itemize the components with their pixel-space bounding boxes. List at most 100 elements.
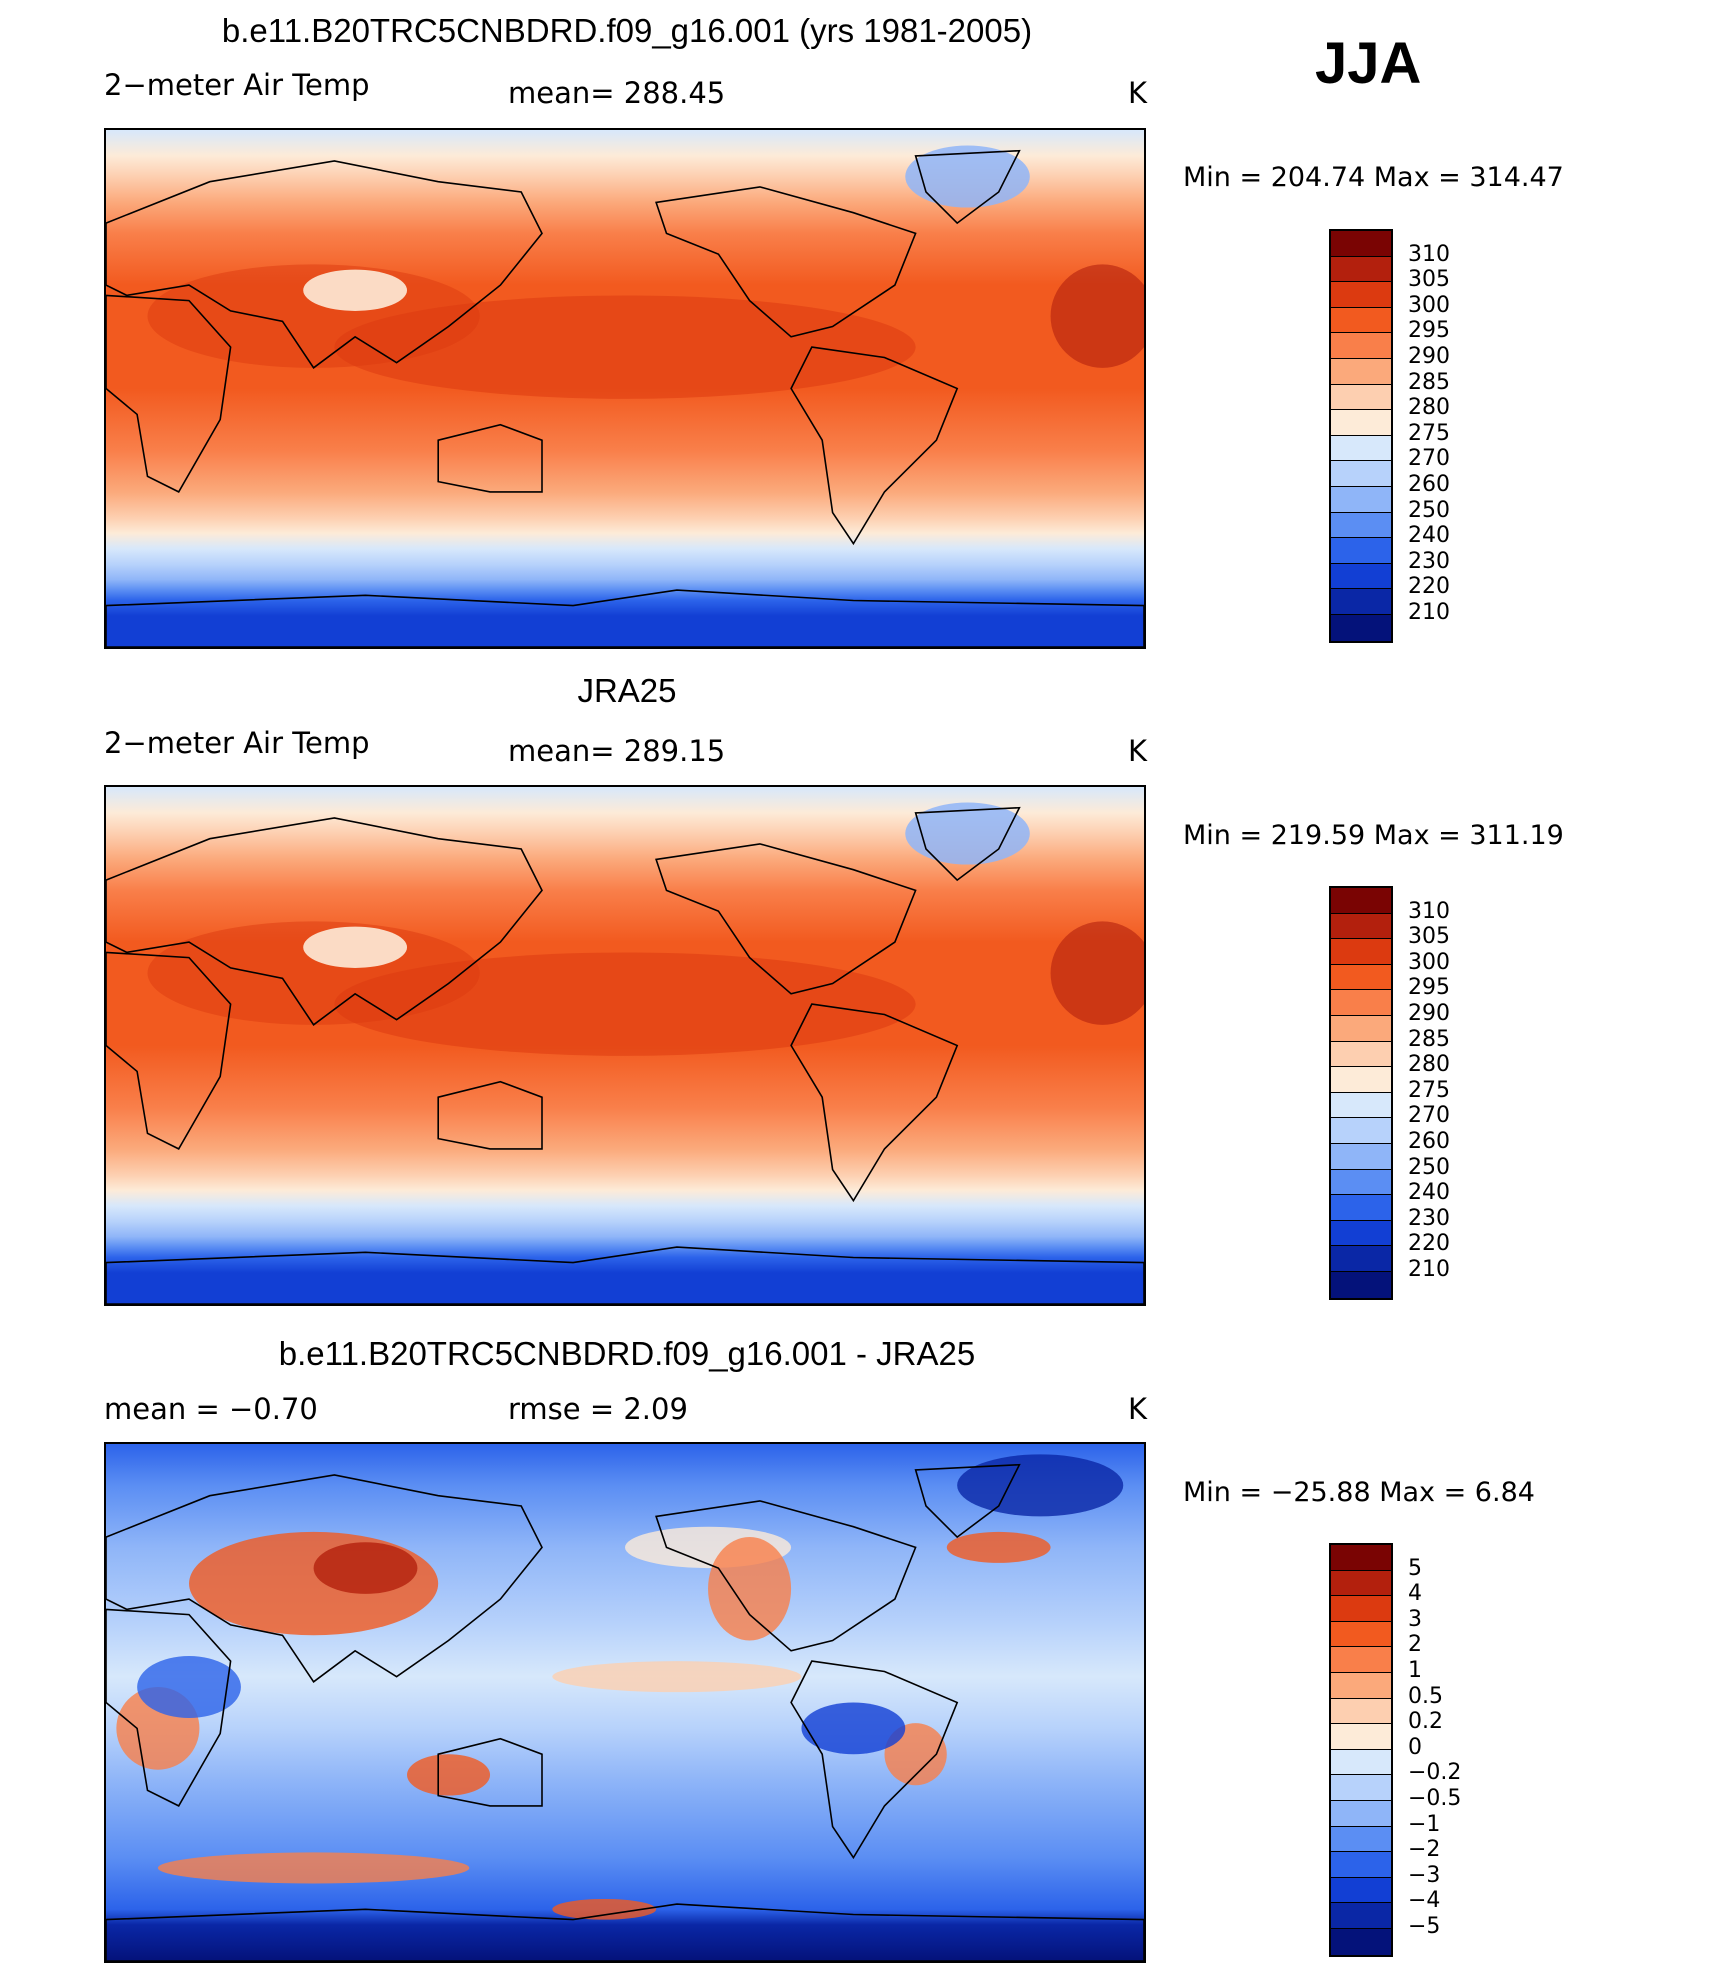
panel-2-variable-label: 2−meter Air Temp: [104, 726, 370, 760]
colorbar-tick-label: −4: [1408, 1888, 1441, 1914]
coastline: [790, 1660, 959, 1860]
colorbar-segment: [1331, 1903, 1391, 1929]
colorbar-tick-label: 220: [1408, 1231, 1450, 1257]
panel-1-variable-label: 2−meter Air Temp: [104, 68, 370, 102]
colorbar-tick-label: 210: [1408, 1257, 1450, 1282]
colorbar-tick-label: 230: [1408, 548, 1450, 574]
colorbar-segment: [1331, 1928, 1391, 1955]
coastline: [914, 806, 1021, 882]
panel-3-rmse-label: rmse = 2.09: [508, 1392, 688, 1426]
colorbar-segment: [1331, 1621, 1391, 1648]
colorbar-segment: [1331, 1852, 1391, 1878]
colorbar-segment: [1331, 913, 1391, 940]
colorbar-tick-label: −3: [1408, 1862, 1441, 1888]
colorbar-tick-label: −2: [1408, 1837, 1441, 1863]
colorbar-segment: [1331, 1749, 1391, 1776]
colorbar-segment: [1331, 1246, 1391, 1272]
colorbar-segment: [1331, 1724, 1391, 1750]
colorbar-segment: [1331, 1545, 1391, 1571]
colorbar-tick-label: 300: [1408, 292, 1450, 318]
colorbar-segment: [1331, 1775, 1391, 1801]
colorbar-tick-label: −0.5: [1408, 1786, 1462, 1811]
colorbar-segment: [1331, 1672, 1391, 1699]
colorbar-segment: [1331, 1092, 1391, 1119]
colorbar-segment: [1331, 256, 1391, 283]
coastline: [106, 160, 543, 369]
colorbar-segment: [1331, 512, 1391, 539]
colorbar-segment: [1331, 1195, 1391, 1221]
coastline: [914, 149, 1021, 225]
colorbar-tick-label: 300: [1408, 949, 1450, 975]
panel-1-map-field: [106, 130, 1144, 647]
colorbar-segment: [1331, 538, 1391, 564]
colorbar-tick-label: 295: [1408, 975, 1450, 1001]
colorbar-tick-label: 250: [1408, 497, 1450, 523]
colorbar-tick-label: 210: [1408, 600, 1450, 625]
coastline: [655, 186, 917, 338]
coastline: [106, 589, 1144, 647]
colorbar-tick-label: 280: [1408, 1052, 1450, 1078]
colorbar-segment: [1331, 1143, 1391, 1170]
colorbar-segment: [1331, 589, 1391, 615]
colorbar-tick-label: −5: [1408, 1914, 1441, 1939]
panel-2-colorbar: [1329, 886, 1393, 1300]
season-label: JJA: [1315, 31, 1422, 96]
colorbar-tick-label: 295: [1408, 318, 1450, 344]
coastline: [106, 1474, 543, 1683]
panel-3-mean-label: mean = −0.70: [104, 1392, 318, 1426]
panel-3-map: [104, 1442, 1146, 1963]
colorbar-segment: [1331, 282, 1391, 308]
coastline: [106, 951, 232, 1150]
coastline: [106, 817, 543, 1026]
colorbar-tick-label: 275: [1408, 1077, 1450, 1103]
coastline: [437, 1737, 543, 1807]
colorbar-segment: [1331, 1800, 1391, 1827]
panel-3-title: b.e11.B20TRC5CNBDRD.f09_g16.001 - JRA25: [278, 1335, 976, 1372]
colorbar-tick-label: 0: [1408, 1734, 1422, 1760]
panel-2-minmax: Min = 219.59 Max = 311.19: [1183, 820, 1564, 851]
colorbar-tick-label: 280: [1408, 395, 1450, 421]
panel-2-mean-label: mean= 289.15: [508, 734, 726, 768]
colorbar-tick-label: −1: [1408, 1811, 1441, 1837]
colorbar-segment: [1331, 1698, 1391, 1725]
coastline: [914, 1463, 1021, 1539]
colorbar-tick-label: 290: [1408, 344, 1450, 369]
colorbar-segment: [1331, 964, 1391, 991]
colorbar-tick-label: 240: [1408, 1180, 1450, 1206]
panel-3-colorbar: [1329, 1543, 1393, 1957]
colorbar-tick-label: −0.2: [1408, 1760, 1462, 1786]
colorbar-segment: [1331, 358, 1391, 385]
coastline: [655, 1500, 917, 1652]
panel-2-map: [104, 785, 1146, 1306]
panel-1-minmax: Min = 204.74 Max = 314.47: [1183, 162, 1564, 193]
panel-3-units-label: K: [1128, 1392, 1148, 1426]
panel-2-units-label: K: [1128, 734, 1148, 768]
colorbar-segment: [1331, 486, 1391, 513]
colorbar-segment: [1331, 333, 1391, 359]
coastline: [655, 843, 917, 995]
colorbar-segment: [1331, 1015, 1391, 1042]
colorbar-tick-label: 2: [1408, 1632, 1422, 1658]
coastline: [106, 294, 232, 493]
map-background-field: [106, 1444, 1144, 1961]
panel-1-title: b.e11.B20TRC5CNBDRD.f09_g16.001 (yrs 198…: [221, 12, 1033, 49]
colorbar-tick-label: 0.2: [1408, 1709, 1443, 1735]
colorbar-tick-label: 0.5: [1408, 1683, 1443, 1709]
colorbar-tick-label: 1: [1408, 1658, 1422, 1683]
coastline: [437, 423, 543, 493]
panel-1-units-label: K: [1128, 76, 1148, 110]
colorbar-segment: [1331, 231, 1391, 257]
panel-2-map-field: [106, 787, 1144, 1304]
colorbar-tick-label: 3: [1408, 1606, 1422, 1632]
colorbar-tick-label: 305: [1408, 924, 1450, 950]
coastline: [106, 1608, 232, 1807]
colorbar-segment: [1331, 888, 1391, 914]
panel-3-map-field: [106, 1444, 1144, 1961]
colorbar-segment: [1331, 563, 1391, 590]
colorbar-segment: [1331, 307, 1391, 334]
colorbar-segment: [1331, 990, 1391, 1016]
coastline: [790, 346, 959, 546]
coastline: [437, 1080, 543, 1150]
colorbar-tick-label: 5: [1408, 1555, 1422, 1581]
coastline: [106, 1903, 1144, 1961]
